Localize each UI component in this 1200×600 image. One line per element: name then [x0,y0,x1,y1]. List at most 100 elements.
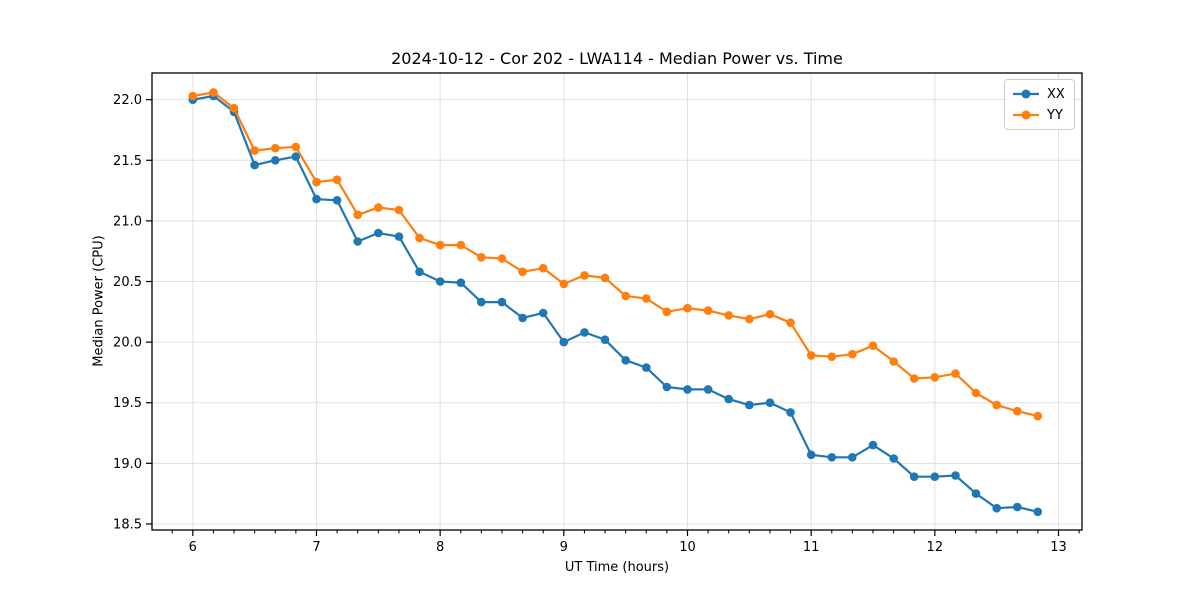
data-point-yy [415,233,424,243]
data-point-xx [477,297,486,307]
data-point-yy [930,373,940,382]
data-point-yy [559,279,569,289]
data-point-yy [909,374,919,383]
data-point-xx [827,453,837,462]
data-point-xx [559,337,569,347]
data-point-xx [786,408,795,417]
data-point-yy [621,291,630,301]
legend-line-marker-yy [1013,110,1039,120]
data-point-xx [518,313,527,323]
data-point-xx [703,385,713,394]
x-tick-label: 13 [1050,540,1067,555]
data-point-xx [765,398,775,408]
data-point-yy [435,240,445,250]
data-point-yy [538,263,548,273]
legend-label-xx: XX [1047,86,1065,102]
data-point-xx [394,232,404,241]
data-point-xx [806,450,816,460]
grid-layer [152,73,1082,530]
data-point-yy [353,210,363,220]
data-point-xx [435,277,445,286]
data-point-xx [456,278,466,288]
data-point-yy [518,267,527,277]
legend-label-yy: YY [1047,107,1063,123]
x-tick-label: 10 [679,540,696,555]
data-point-xx [1013,502,1022,512]
y-tick-label: 18.5 [113,517,142,532]
data-point-yy [312,177,321,187]
data-point-yy [497,254,507,263]
data-point-xx [930,472,940,482]
y-axis-label: Median Power (CPU) [91,235,107,367]
legend: XX YY [1004,79,1075,130]
data-point-yy [662,307,672,317]
legend-line-marker-xx [1013,89,1039,99]
data-point-xx [250,160,259,170]
data-point-xx [312,194,321,204]
data-point-yy [209,88,218,97]
data-point-xx [868,440,878,450]
data-point-yy [580,271,589,280]
data-point-yy [724,311,733,320]
data-point-yy [642,294,651,303]
y-tick-label: 20.0 [113,336,142,351]
data-point-xx [971,489,981,498]
data-point-yy [889,357,898,366]
series-layer [188,88,1043,517]
data-point-yy [745,314,754,324]
data-point-yy [1013,406,1022,416]
x-tick-label: 7 [312,540,320,555]
data-point-xx [662,382,672,392]
data-point-xx [415,267,424,277]
plot-frame [151,72,1083,531]
y-tick-label: 21.0 [113,214,142,229]
data-point-xx [538,308,548,318]
series-line-xx [191,94,1039,513]
data-point-yy [600,273,610,283]
data-point-yy [456,240,466,250]
data-point-yy [1033,411,1043,421]
data-point-yy [992,400,1001,410]
data-point-yy [951,369,960,378]
data-point-yy [683,303,692,313]
x-tick-label: 8 [436,540,444,555]
data-point-yy [271,143,280,153]
data-point-yy [868,341,878,351]
tick-layer: 6 7 8 9 10 11 12 13 18.5 19.0 19.5 20.0 20.5 21.0 21.5… [113,93,1080,555]
data-point-yy [703,306,713,315]
data-point-yy [765,309,775,319]
data-point-xx [580,328,589,337]
data-point-xx [683,385,692,394]
plot-border [151,72,1083,531]
data-point-xx [271,156,280,165]
y-tick-label: 22.0 [113,93,142,108]
data-point-yy [188,91,198,101]
x-tick-label: 9 [560,540,568,555]
data-point-xx [992,503,1001,513]
data-point-xx [848,453,857,462]
data-point-yy [786,318,795,328]
data-point-xx [724,394,733,404]
data-point-yy [971,388,981,398]
legend-item-yy: YY [1012,106,1065,124]
data-point-xx [600,335,610,345]
data-point-xx [745,400,754,410]
data-point-xx [909,472,919,482]
data-point-yy [229,103,239,113]
chart-title: 2024-10-12 - Cor 202 - LWA114 - Median P… [391,49,843,68]
data-point-yy [848,349,857,359]
legend-item-xx: XX [1012,85,1065,103]
data-point-xx [374,228,383,238]
data-point-yy [374,203,383,212]
data-point-yy [291,142,301,152]
data-point-yy [250,146,259,155]
data-point-yy [394,205,404,215]
x-tick-label: 12 [927,540,944,555]
data-point-xx [621,356,630,365]
data-point-xx [1033,507,1043,517]
data-point-xx [889,454,898,463]
x-tick-label: 6 [189,540,197,555]
data-point-yy [806,351,816,360]
